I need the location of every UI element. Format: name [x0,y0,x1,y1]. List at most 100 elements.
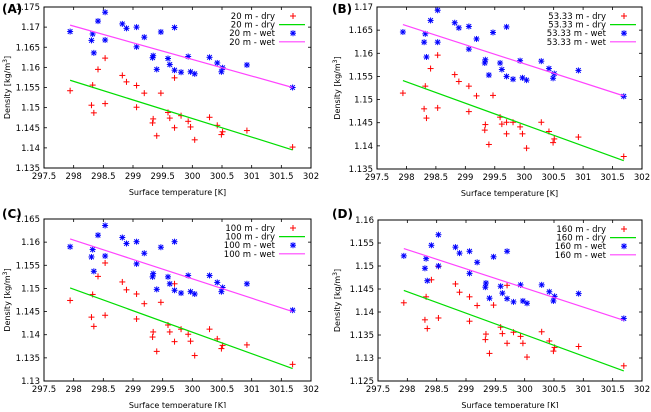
x-tick-label: 298.5 [91,172,115,182]
legend-star-swatch [290,30,296,36]
data-point-star [171,67,178,74]
star-d2 [206,54,213,60]
data-point-plus [185,118,192,125]
star-d2 [102,37,108,43]
data-point-star [550,297,557,304]
data-point-star [546,288,553,295]
data-point-star [289,307,296,314]
data-point-star [171,24,178,31]
data-point-star [214,279,221,286]
x-tick-label: 299 [125,385,141,395]
data-point-plus [88,102,95,109]
data-point-plus [504,340,511,347]
y-tick-label: 1.175 [16,3,40,13]
legend-label: 160 m - wet [555,251,607,261]
star-d2 [452,244,459,250]
star-d2 [504,296,510,302]
star-d2 [95,18,101,24]
data-point-star [510,76,517,83]
data-point-plus [519,130,526,137]
data-point-plus [149,334,156,341]
data-point-star [538,281,545,288]
data-point-star [102,253,109,260]
data-point-star [482,280,489,287]
star-d2 [154,66,160,73]
legend-label: 20 m - wet [229,38,275,48]
star-d2 [523,77,530,83]
data-point-plus [133,104,140,111]
x-tick-label: 297.5 [32,385,56,395]
x-tick-label: 298 [398,173,414,183]
star-d2 [550,75,556,81]
data-point-plus [482,331,489,338]
star-d2 [244,281,250,287]
data-point-plus [141,300,148,307]
y-tick-label: 1.135 [16,164,40,174]
data-point-plus [123,286,130,293]
star-d2 [466,248,473,254]
x-tick-label: 299 [457,173,473,183]
data-point-plus [620,153,627,160]
star-d2 [428,242,435,248]
star-d2 [102,9,108,15]
star-d2 [171,24,178,31]
star-d2 [456,250,463,256]
data-point-star [482,56,489,63]
data-point-star [123,25,130,32]
data-point-plus [519,340,526,347]
data-point-plus [523,145,530,152]
data-point-star [545,65,552,72]
fit-line [69,79,293,151]
data-point-plus [90,323,97,330]
star-d2 [178,69,184,75]
star-d2 [91,268,97,274]
legend-label: 53.33 m - dry [548,21,606,31]
star-d2 [165,274,171,280]
data-point-star [243,280,250,287]
star-d2 [119,21,125,27]
panel-label: (C) [2,207,22,221]
data-point-plus [218,345,225,352]
y-tick-label: 1.135 [349,165,373,175]
y-tick-label: 1.125 [350,377,374,387]
data-point-plus [465,83,472,90]
data-point-star [133,24,140,31]
star-d2 [400,29,406,35]
star-d2 [466,23,472,30]
series-100-m-wet-fit [69,238,293,313]
data-point-plus [486,350,493,357]
star-d2 [401,253,407,259]
data-point-star [157,28,164,35]
fit-line [403,289,625,372]
y-tick-label: 1.13 [21,377,40,387]
y-tick-label: 1.16 [354,49,373,59]
x-tick-label: 301.5 [269,172,293,182]
legend-label: 160 m - wet [555,242,607,252]
star-d2 [551,293,558,300]
data-point-star [575,290,582,297]
star-d2 [499,66,505,73]
data-point-plus [466,293,473,300]
plot-frame [43,218,312,382]
data-point-plus [482,121,489,128]
fit-line [403,247,624,321]
data-point-star [499,290,506,297]
y-tick-label: 1.14 [354,142,373,152]
series-100-m-dry-points [67,259,296,368]
star-d2 [486,295,493,301]
series-100-m-dry-fit [69,287,293,370]
legend-label: 53.33 m - wet [547,38,607,48]
data-point-star [165,273,172,280]
data-point-star [178,69,185,76]
series-53-33-m-wet-points [399,7,627,100]
panel-label: (A) [2,2,22,16]
data-point-plus [575,134,582,141]
x-tick-label: 297.5 [366,385,390,395]
data-point-plus [157,90,164,97]
x-tick-label: 299.5 [150,172,174,182]
data-point-star [423,53,430,60]
data-point-star [510,298,517,305]
